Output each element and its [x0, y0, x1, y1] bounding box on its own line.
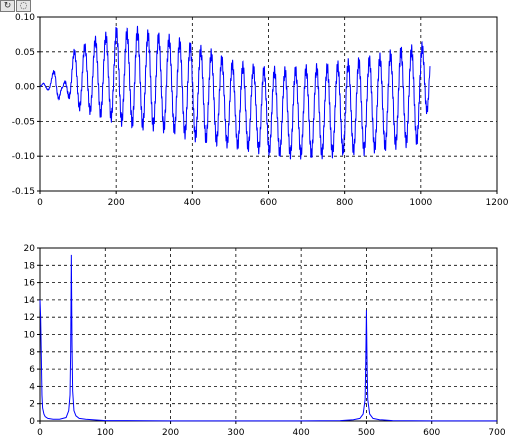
top-xtick-label: 0: [37, 198, 43, 208]
bottom-xtick-label: 600: [423, 428, 440, 438]
top-ytick-label: -0.05: [12, 117, 35, 127]
bottom-xtick-label: 400: [293, 428, 310, 438]
top-xtick-label: 400: [184, 198, 201, 208]
rotate-icon: ↻: [3, 0, 12, 11]
zoom-icon: ◌: [19, 0, 28, 11]
bottom-ytick-label: 4: [29, 382, 35, 392]
bottom-ytick-label: 20: [24, 244, 36, 254]
bottom-ytick-label: 8: [29, 348, 35, 358]
top-ytick-label: 0.10: [15, 13, 35, 23]
bottom-xtick-label: 200: [162, 428, 179, 438]
bottom-ytick-label: 14: [24, 296, 36, 306]
top-ytick-label: -0.10: [12, 152, 36, 162]
bottom-xtick-label: 700: [488, 428, 505, 438]
bottom-ytick-label: 12: [24, 313, 35, 323]
bottom-xtick-label: 500: [358, 428, 375, 438]
bottom-xtick-label: 300: [227, 428, 244, 438]
signal-series-line: [39, 25, 431, 160]
top-xtick-label: 1200: [486, 198, 509, 208]
top-ytick-label: 0.00: [15, 83, 35, 93]
spectrum-plot: 0 100 200 300 400 500 600 700 0 2 4 6 8 10 12 14 16 18 20: [24, 244, 506, 438]
bottom-xtick-label: 0: [37, 428, 43, 438]
bottom-ytick-label: 0: [29, 417, 35, 427]
rotate-button[interactable]: ↻: [0, 0, 15, 12]
top-xtick-label: 1000: [409, 198, 432, 208]
top-xtick-label: 200: [108, 198, 125, 208]
bottom-ytick-label: 18: [24, 261, 36, 271]
top-xtick-label: 800: [336, 198, 353, 208]
time-signal-plot: 0 200 400 600 800 1000 1200 -0.15 -0.10 -0.05 0.00…: [12, 13, 509, 208]
bottom-xtick-label: 100: [97, 428, 114, 438]
figure-toolbar: ↻ ◌: [0, 0, 31, 12]
top-ytick-label: -0.15: [12, 187, 35, 197]
top-ytick-label: 0.05: [15, 48, 35, 58]
bottom-ytick-label: 10: [24, 331, 36, 341]
spectrum-series-line: [39, 254, 497, 422]
zoom-button[interactable]: ◌: [16, 0, 31, 12]
bottom-ytick-label: 6: [29, 365, 35, 375]
bottom-ytick-label: 2: [29, 400, 35, 410]
top-xtick-label: 600: [260, 198, 277, 208]
bottom-ytick-label: 16: [24, 279, 36, 289]
